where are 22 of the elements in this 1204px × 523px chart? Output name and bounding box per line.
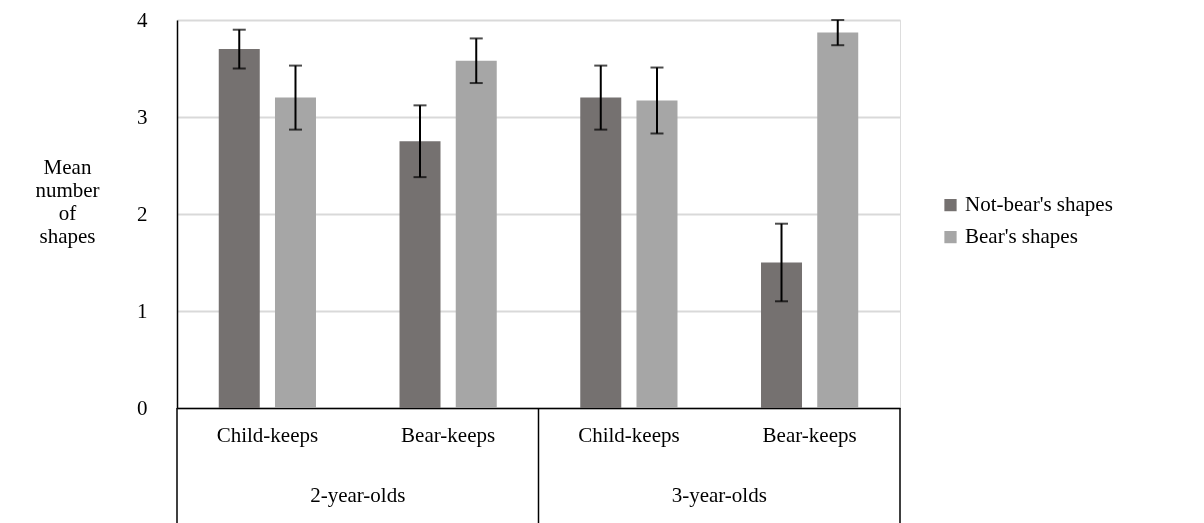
bar (761, 262, 803, 408)
y-tick-label: 1 (137, 298, 148, 323)
x-tick-label: Bear-keeps (401, 422, 496, 447)
bar (274, 97, 316, 408)
text: 3-year-olds (671, 483, 767, 507)
x-tick-label: Bear-keeps (762, 422, 857, 447)
y-tick-label: 3 (137, 104, 148, 129)
y-tick-label: 4 (137, 7, 148, 32)
bar (218, 49, 260, 408)
x-tick-label: Child-keeps (216, 422, 319, 447)
bar (399, 141, 441, 408)
bar (817, 32, 859, 408)
bar (455, 60, 497, 408)
bar (580, 97, 622, 408)
y-tick-label: 2 (137, 201, 148, 226)
y-tick-label: 0 (137, 395, 148, 420)
legend-label: Bear's shapes (965, 224, 1078, 249)
legend-label: Not-bear's shapes (965, 192, 1113, 217)
text: 2-year-olds (310, 483, 406, 507)
bar (636, 100, 678, 408)
y-axis-title: Mean number of shapes (35, 154, 100, 248)
x-tick-label: Child-keeps (578, 422, 680, 447)
